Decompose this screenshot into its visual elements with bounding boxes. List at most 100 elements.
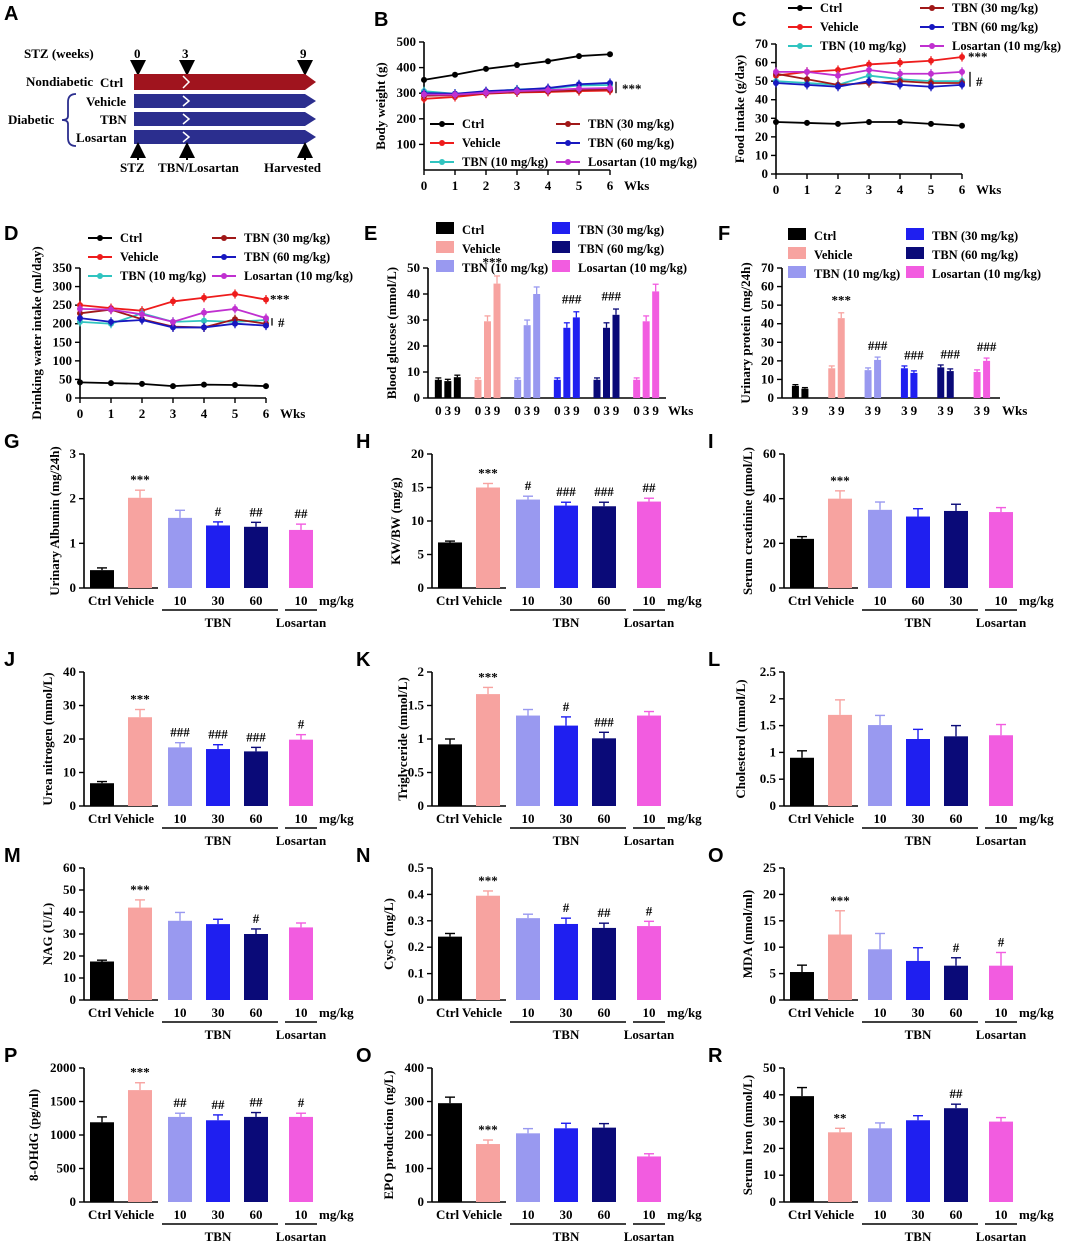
- y-tick-label: 60: [755, 55, 768, 70]
- data-point: [170, 318, 176, 325]
- stz-weeks-label: STZ (weeks): [24, 46, 94, 61]
- y-tick-label: 40: [755, 92, 768, 107]
- y-tick-label: 0: [768, 390, 775, 405]
- y-tick-label: 20: [755, 129, 768, 144]
- legend-marker: [929, 24, 935, 30]
- x-tick-label: 60: [598, 1207, 611, 1222]
- data-point: [607, 85, 613, 92]
- legend-label: Vehicle: [814, 248, 853, 262]
- x-tick-label: 10: [643, 1005, 656, 1020]
- data-point: [835, 67, 841, 73]
- significance-label: ***: [130, 882, 150, 897]
- losartan-timeline-arrow: [134, 130, 316, 144]
- y-axis-title: Triglyceride (mmol/L): [395, 677, 410, 801]
- significance-label: #: [253, 911, 260, 926]
- legend-marker: [97, 273, 103, 279]
- y-tick-label: 25: [763, 860, 777, 875]
- significance-label: ***: [830, 473, 850, 488]
- y-tick-label: 50: [59, 371, 72, 386]
- data-point: [77, 379, 83, 386]
- panel-label-o2: O: [356, 1045, 372, 1067]
- data-point: [263, 383, 269, 390]
- y-tick-label: 0: [770, 992, 777, 1007]
- legend-label: Vehicle: [462, 136, 501, 150]
- event-treatment-label: TBN/Losartan: [158, 160, 240, 175]
- y-tick-label: 0.5: [760, 771, 777, 786]
- group-label: Losartan: [276, 615, 327, 630]
- y-tick-label: 0.4: [408, 886, 425, 901]
- x-tick-label: Vehicle: [114, 593, 154, 608]
- y-tick-label: 30: [755, 110, 768, 125]
- y-tick-label: 0: [770, 1194, 777, 1209]
- bar: [989, 512, 1013, 588]
- legend-marker: [97, 235, 103, 241]
- x-tick-label: Vehicle: [462, 811, 502, 826]
- y-tick-label: 40: [407, 286, 420, 301]
- significance-label: ***: [968, 49, 988, 64]
- legend-swatch: [906, 247, 924, 259]
- data-point: [232, 305, 238, 312]
- x-tick-label: 3: [643, 403, 650, 418]
- significance-label: ***: [483, 254, 503, 269]
- x-tick-label: 30: [912, 811, 925, 826]
- bar: [444, 381, 452, 398]
- data-point: [201, 324, 207, 331]
- x-tick-label: Vehicle: [814, 1005, 854, 1020]
- y-tick-label: 60: [763, 446, 776, 461]
- data-point: [139, 380, 145, 387]
- significance-label: #: [646, 903, 653, 918]
- significance-label: ***: [478, 873, 498, 888]
- bar: [554, 505, 578, 588]
- legend-label: TBN (10 mg/kg): [120, 269, 206, 283]
- x-tick-label: 60: [950, 811, 963, 826]
- tbn-timeline-arrow: [134, 112, 316, 126]
- significance-label: ###: [602, 289, 622, 304]
- panel-label-n: N: [356, 845, 370, 867]
- data-point: [959, 122, 965, 129]
- legend-swatch: [788, 247, 806, 259]
- y-tick-label: 30: [761, 334, 774, 349]
- y-tick-label: 20: [763, 1140, 776, 1155]
- data-point: [959, 54, 965, 60]
- x-tick-label: 60: [950, 1207, 963, 1222]
- significance-label: #: [278, 315, 285, 330]
- y-tick-label: 5: [770, 966, 777, 981]
- x-tick-label: Vehicle: [114, 811, 154, 826]
- x-tick-label: 9: [613, 403, 620, 418]
- x-tick-label: 10: [174, 1005, 187, 1020]
- x-tick-label: 2: [483, 178, 490, 193]
- x-tick-label: 10: [522, 593, 535, 608]
- x-tick-label: 3: [901, 403, 908, 418]
- data-point: [263, 315, 269, 322]
- panel-label-h: H: [356, 431, 370, 453]
- legend-label: TBN (10 mg/kg): [814, 267, 900, 281]
- chart-o2: O 0 100 200 300 400 EPO production (ng/L) *** Ct…: [356, 1045, 702, 1244]
- panel-label-k: K: [356, 649, 371, 671]
- x-axis-unit: mg/kg: [319, 1005, 354, 1020]
- group-label: TBN: [553, 1027, 580, 1042]
- y-tick-label: 0: [418, 992, 425, 1007]
- legend-label: TBN (60 mg/kg): [952, 20, 1038, 34]
- legend-marker: [97, 254, 103, 260]
- bar: [563, 327, 571, 398]
- bar: [791, 385, 799, 398]
- group-label: TBN: [905, 833, 932, 848]
- group-label: Losartan: [624, 1027, 675, 1042]
- legend-label: TBN (10 mg/kg): [462, 155, 548, 169]
- y-tick-label: 40: [63, 904, 76, 919]
- y-tick-label: 40: [63, 664, 76, 679]
- significance-label: ##: [250, 1095, 264, 1110]
- x-axis-unit: mg/kg: [667, 1207, 702, 1222]
- x-tick-label: 0: [594, 403, 601, 418]
- panel-a-timeline: A STZ (weeks) 0 3 9 Nondiabetic Ctrl Veh…: [4, 3, 322, 175]
- y-tick-label: 0: [770, 580, 777, 595]
- y-tick-label: 70: [761, 260, 774, 275]
- chart-m: M 0 10 20 30 40 50 60 NAG (U/L) *** # Ctrl Vehicle 10…: [4, 845, 354, 1042]
- y-tick-label: 100: [53, 353, 73, 368]
- y-tick-label: 50: [763, 1060, 776, 1075]
- significance-label: ###: [904, 347, 924, 362]
- bar: [592, 927, 616, 1000]
- legend-marker: [797, 43, 803, 49]
